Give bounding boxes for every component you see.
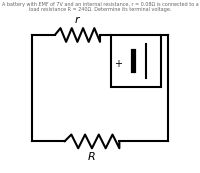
Text: r: r bbox=[75, 15, 80, 25]
Text: R: R bbox=[88, 152, 96, 162]
FancyBboxPatch shape bbox=[111, 35, 161, 86]
Text: A battery with EMF of 7V and an internal resistance, r = 0.08Ω is connected to a: A battery with EMF of 7V and an internal… bbox=[2, 2, 198, 12]
Text: +: + bbox=[114, 59, 122, 69]
